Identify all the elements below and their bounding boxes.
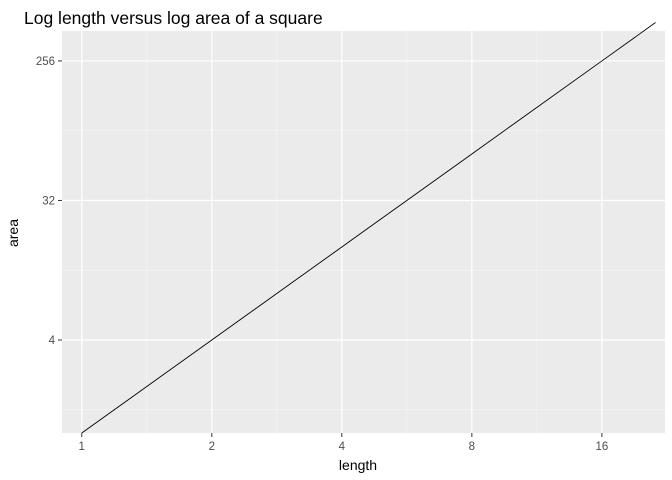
- y-tick-label: 4: [49, 335, 56, 347]
- x-tick-label: 16: [595, 441, 608, 453]
- y-axis: 4 32 256: [36, 56, 62, 347]
- chart-title: Log length versus log area of a square: [24, 8, 323, 28]
- x-tick-label: 1: [79, 441, 85, 453]
- x-tick-label: 2: [209, 441, 215, 453]
- y-tick-label: 32: [42, 195, 55, 207]
- x-axis-title: length: [339, 457, 377, 473]
- grid-minor: [62, 31, 665, 433]
- x-tick-label: 4: [339, 441, 346, 453]
- x-tick-label: 8: [469, 441, 475, 453]
- x-axis: 1 2 4 8 16: [79, 433, 608, 453]
- grid-major: [62, 31, 665, 433]
- series-line: [81, 22, 656, 434]
- y-tick-label: 256: [36, 56, 55, 68]
- y-axis-title: area: [5, 219, 21, 247]
